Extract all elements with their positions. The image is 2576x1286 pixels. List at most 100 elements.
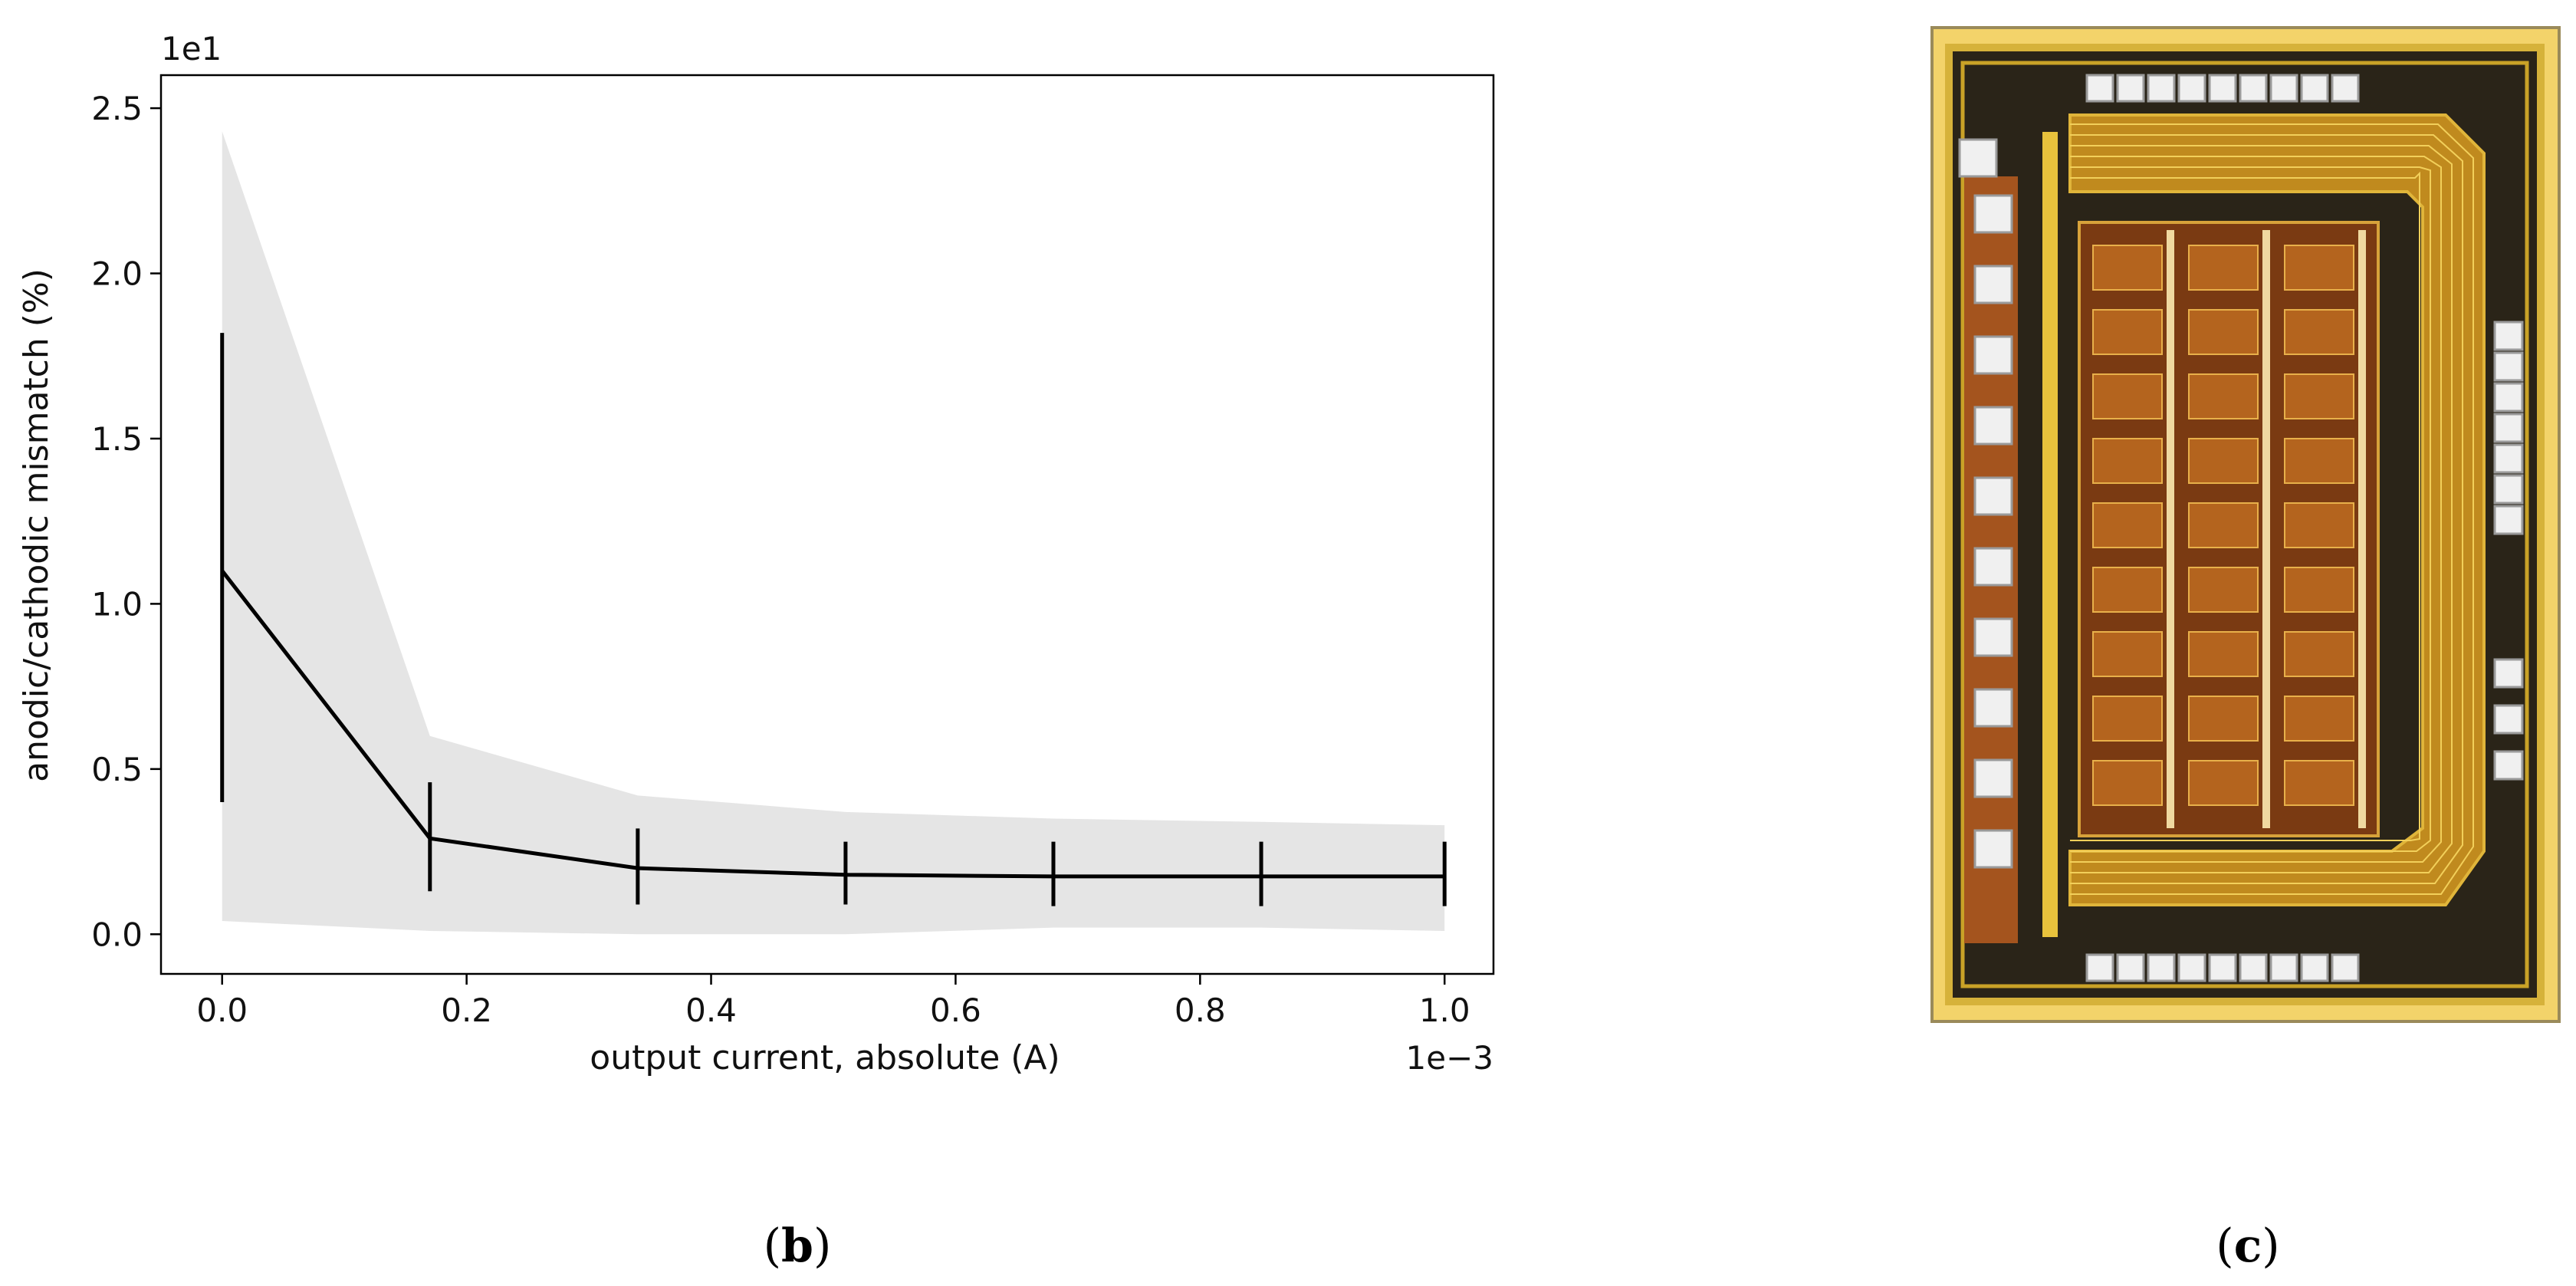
right-pad — [2493, 382, 2524, 413]
right-pad — [2493, 321, 2524, 351]
routing-trace — [2070, 145, 2453, 873]
top-pad — [2147, 74, 2176, 103]
core-cell — [2188, 245, 2259, 291]
chip-inner-ring — [1960, 61, 2529, 988]
plot-frame — [159, 74, 1495, 975]
core-cell — [2284, 309, 2354, 355]
right-pad — [2493, 750, 2524, 781]
caption-c-letter: c — [2234, 1219, 2262, 1273]
core-cell — [2284, 438, 2354, 484]
y-tick-label: 2.5 — [91, 90, 143, 127]
caption-b: (b) — [764, 1219, 832, 1273]
y-axis-label: anodic/cathodic mismatch (%) — [17, 268, 56, 782]
core-cell — [2284, 631, 2354, 677]
right-pads — [2493, 321, 2524, 781]
x-axis-label: output current, absolute (A) — [590, 1038, 1060, 1077]
top-pad — [2085, 74, 2114, 103]
core-cell — [2188, 309, 2259, 355]
core-cell — [2188, 567, 2259, 613]
x-tick-label: 0.2 — [441, 992, 492, 1029]
core-cell — [2284, 373, 2354, 419]
left-pad — [1973, 758, 2013, 798]
bottom-pads — [2085, 953, 2360, 982]
core-bus — [2262, 230, 2270, 828]
core-cell — [2284, 696, 2354, 742]
y-tick-label: 0.0 — [91, 916, 143, 953]
x-tick-label: 0.6 — [930, 992, 981, 1029]
core-cell — [2092, 309, 2163, 355]
left-pad — [1973, 829, 2013, 869]
core-cell — [2188, 760, 2259, 806]
routing-trace — [2070, 123, 2474, 895]
right-pad — [2493, 413, 2524, 443]
core-cell — [2284, 502, 2354, 548]
chip-core-cells — [2092, 230, 2366, 828]
routing-trace — [2070, 156, 2442, 863]
core-cell — [2188, 373, 2259, 419]
y-tick-label: 2.0 — [91, 255, 143, 293]
top-pads — [2085, 74, 2360, 103]
core-cell — [2188, 438, 2259, 484]
bottom-pad — [2239, 953, 2268, 982]
top-pad — [2116, 74, 2145, 103]
routing-trace — [2070, 171, 2420, 841]
core-cell — [2188, 696, 2259, 742]
core-bus — [2167, 230, 2174, 828]
left-pad — [1973, 335, 2013, 375]
left-pad — [1973, 265, 2013, 304]
left-pad — [1973, 194, 2013, 234]
top-pad — [2300, 74, 2329, 103]
left-pad — [1958, 138, 1998, 178]
top-pad — [2208, 74, 2237, 103]
error-bars — [220, 333, 1447, 906]
right-pad — [2493, 658, 2524, 689]
right-pad — [2493, 505, 2524, 535]
bottom-pad — [2300, 953, 2329, 982]
caption-b-letter: b — [781, 1219, 813, 1273]
bottom-pad — [2269, 953, 2298, 982]
left-pad — [1973, 688, 2013, 728]
core-cell — [2188, 631, 2259, 677]
x-tick-label: 0.0 — [196, 992, 248, 1029]
top-pad — [2269, 74, 2298, 103]
top-pad — [2239, 74, 2268, 103]
left-pad — [1973, 617, 2013, 657]
right-pad — [2493, 351, 2524, 382]
core-cell — [2092, 567, 2163, 613]
x-tick-label: 0.8 — [1175, 992, 1226, 1029]
bottom-pad — [2177, 953, 2206, 982]
mean-line — [220, 569, 1445, 879]
core-cell — [2284, 245, 2354, 291]
bottom-pad — [2116, 953, 2145, 982]
mismatch-chart: 0.0 0.2 0.4 0.6 0.8 1.0 0.0 0.5 1.0 1.5 2.0 2.5 1e… — [17, 30, 1495, 1077]
left-pad — [1973, 406, 2013, 446]
core-cell — [2188, 502, 2259, 548]
y-tick-label: 1.0 — [91, 585, 143, 623]
core-cell — [2092, 438, 2163, 484]
left-pad — [1973, 547, 2013, 587]
caption-c-open: ( — [2216, 1219, 2233, 1273]
routing-trace — [2070, 166, 2431, 852]
y-offset-text: 1e1 — [161, 30, 222, 67]
chip-left-vertical-strip — [2042, 132, 2058, 937]
bottom-pad — [2147, 953, 2176, 982]
core-cell — [2284, 567, 2354, 613]
core-cell — [2092, 631, 2163, 677]
chip-routing-lines — [2070, 123, 2474, 895]
right-pad — [2493, 443, 2524, 474]
bottom-pad — [2208, 953, 2237, 982]
core-bus — [2358, 230, 2366, 828]
core-cell — [2284, 760, 2354, 806]
caption-b-open: ( — [764, 1219, 781, 1273]
right-pad — [2493, 704, 2524, 735]
top-pad — [2331, 74, 2360, 103]
left-pad — [1973, 476, 2013, 516]
core-cell — [2092, 696, 2163, 742]
caption-b-close: ) — [813, 1219, 831, 1273]
x-tick-label: 0.4 — [685, 992, 737, 1029]
top-pad — [2177, 74, 2206, 103]
core-cell — [2092, 245, 2163, 291]
right-pad — [2493, 474, 2524, 505]
y-tick-label: 1.5 — [91, 420, 143, 458]
caption-c: (c) — [2216, 1219, 2279, 1273]
